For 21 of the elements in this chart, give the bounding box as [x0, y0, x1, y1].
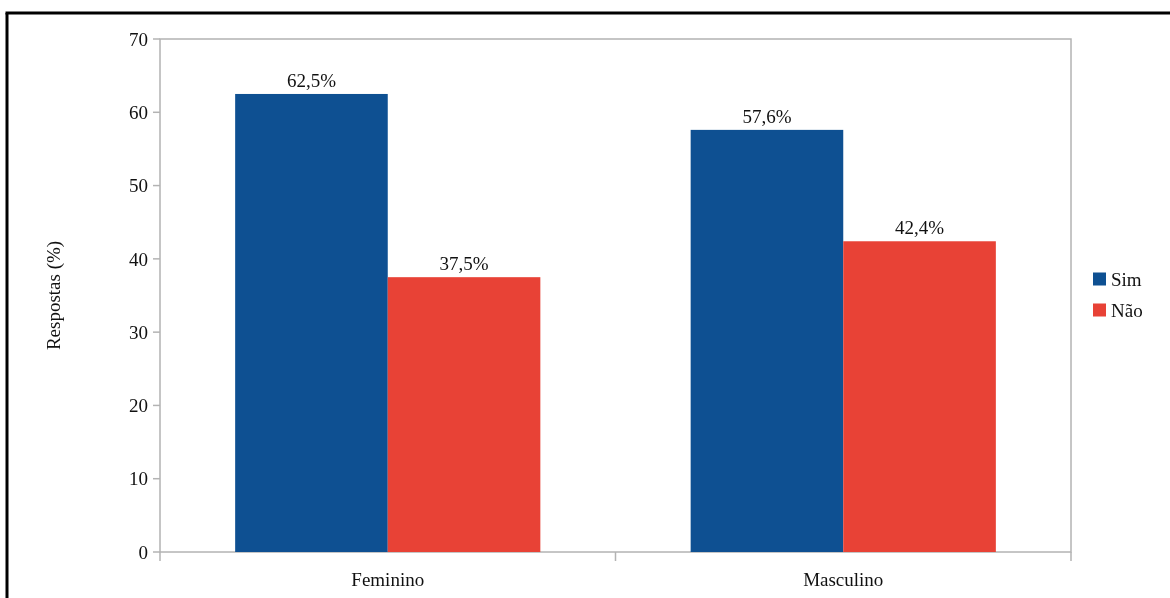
y-tick-label: 30	[129, 321, 148, 343]
legend-label: Não	[1111, 300, 1143, 322]
y-tick-label: 0	[138, 541, 148, 563]
bar	[843, 241, 996, 552]
data-label: 37,5%	[439, 253, 489, 275]
bar	[387, 277, 541, 552]
bar	[690, 129, 844, 552]
y-tick-label: 40	[129, 248, 148, 270]
data-label: 62,5%	[286, 69, 337, 91]
data-label: 57,6%	[742, 105, 792, 127]
y-tick-label: 10	[129, 468, 148, 490]
y-axis-title: Respostas (%)	[43, 240, 65, 351]
x-tick-label: Feminino	[351, 569, 425, 590]
x-tick-label: Masculino	[803, 569, 884, 590]
y-tick-label: 20	[129, 395, 148, 417]
bar	[235, 93, 388, 552]
y-tick-label: 60	[129, 101, 148, 123]
y-tick-label: 70	[129, 28, 148, 50]
y-tick-label: 50	[129, 175, 148, 197]
legend-label: Sim	[1111, 269, 1142, 291]
data-label: 42,4%	[895, 217, 945, 239]
